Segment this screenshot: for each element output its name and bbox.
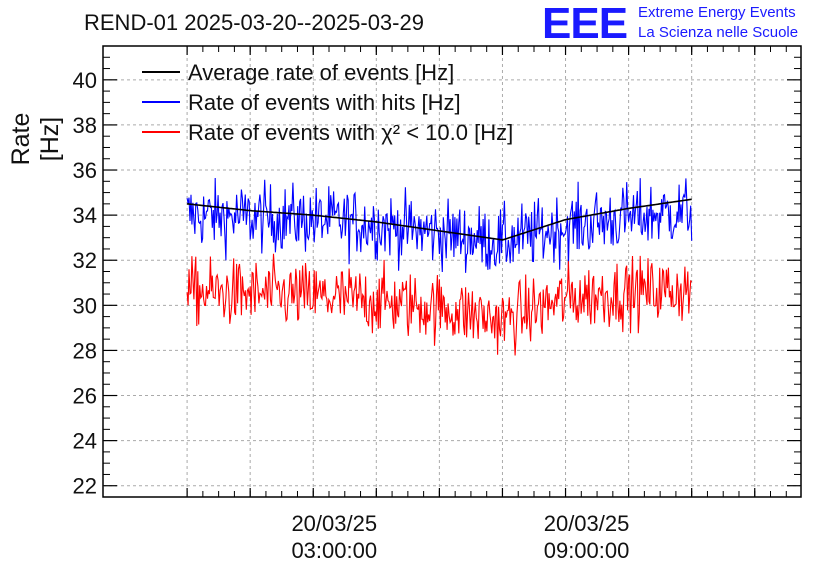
logo-line-2: La Scienza nelle Scuole — [638, 24, 799, 41]
y-tick-label: 34 — [73, 203, 97, 228]
y-tick-label: 38 — [73, 113, 97, 138]
y-tick-label: 28 — [73, 338, 97, 363]
x-tick-label-time: 09:00:00 — [544, 538, 630, 563]
legend-entry-2: Rate of events with χ² < 10.0 [Hz] — [188, 120, 513, 145]
y-tick-label: 30 — [73, 293, 97, 318]
logo-text: Extreme Energy Events La Scienza nelle S… — [638, 3, 798, 43]
series-line-2 — [186, 253, 693, 356]
series-line-0 — [186, 198, 692, 241]
eee-logo: EEE — [542, 0, 628, 48]
x-tick-label-date: 20/03/25 — [544, 511, 630, 536]
legend-entry-0: Average rate of events [Hz] — [188, 60, 454, 85]
y-tick-label: 22 — [73, 474, 97, 499]
x-tick-label-time: 03:00:00 — [291, 538, 377, 563]
y-tick-label: 36 — [73, 158, 97, 183]
y-tick-label: 32 — [73, 248, 97, 273]
y-tick-label: 40 — [73, 68, 97, 93]
series-line-1 — [186, 177, 693, 273]
logo-line-1: Extreme Energy Events — [638, 4, 796, 21]
y-tick-label: 26 — [73, 384, 97, 409]
chart-title: REND-01 2025-03-20--2025-03-29 — [84, 10, 424, 35]
y-tick-label: 24 — [73, 429, 97, 454]
legend-entry-1: Rate of events with hits [Hz] — [188, 90, 461, 115]
x-tick-label-date: 20/03/25 — [291, 511, 377, 536]
